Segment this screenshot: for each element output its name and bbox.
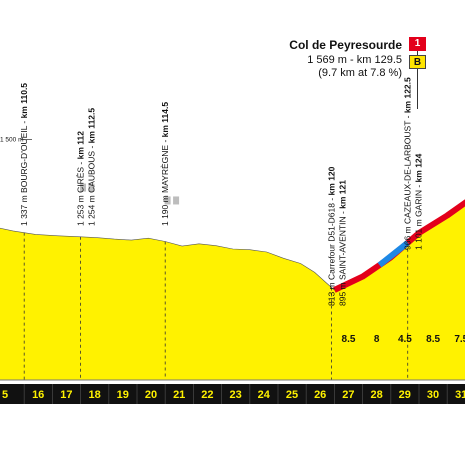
waypoint-name: 1 254 m CAUBOUS - — [87, 143, 97, 226]
waypoint-name: 813 m Carrefour D51-D618 - — [327, 195, 337, 306]
waypoint-label-4: 966 m CAZEAUX-DE-LARBOUST - km 122.5 — [403, 77, 413, 250]
waypoint-name: 966 m CAZEAUX-DE-LARBOUST - — [403, 113, 413, 250]
x-tick-label: 25 — [286, 389, 298, 401]
climb-detail: (9.7 km at 7.8 %) — [318, 67, 402, 79]
x-tick-label: 20 — [145, 389, 157, 401]
waypoint-name: 895 m SAINT-AVENTIN - — [338, 209, 348, 306]
profile-area — [0, 202, 465, 381]
waypoint-label-4-b: 1 101 m GARIN - km 124 — [414, 153, 424, 250]
gradient-label: 7.5 — [454, 334, 465, 345]
category-badge: 1 — [409, 37, 426, 51]
x-tick-label: 18 — [88, 389, 100, 401]
village-block-0 — [80, 183, 87, 192]
waypoint-km: km 114.5 — [160, 102, 170, 138]
gradient-label: 8.5 — [426, 334, 440, 345]
x-tick-label: 30 — [427, 389, 439, 401]
climb-name: Col de Peyresourde — [289, 38, 402, 52]
x-tick-label: 23 — [229, 389, 241, 401]
waypoint-label-2: 1 190 m MAYRÈGNE - km 114.5 — [160, 102, 170, 226]
waypoint-km: km 112.5 — [87, 108, 97, 144]
gradient-label: 8 — [374, 334, 380, 345]
waypoint-label-3: 813 m Carrefour D51-D618 - km 120 — [327, 166, 337, 306]
bonus-flag: B — [409, 55, 426, 69]
village-block-2 — [164, 196, 171, 205]
left-tick-label: 1 500 m — [0, 137, 24, 144]
x-tick-label: 27 — [342, 389, 354, 401]
waypoint-label-1: 1 253 m CIRÈS - km 112 — [76, 131, 86, 226]
climb-info: Col de Peyresourde 1 569 m - km 129.5 (9… — [268, 36, 438, 109]
x-tick-label: 24 — [258, 389, 271, 401]
waypoint-km: km 124 — [414, 153, 424, 182]
waypoint-km: km 112 — [76, 131, 86, 160]
flag-pole — [417, 37, 418, 109]
waypoint-name: 1 101 m GARIN - — [414, 182, 424, 250]
x-tick-label: 28 — [370, 389, 382, 401]
waypoint-km: km 121 — [338, 180, 348, 209]
x-tick-label: 31 — [455, 389, 465, 401]
waypoint-label-0: 1 337 m BOURG-D'OUEIL - km 110.5 — [19, 83, 29, 226]
km-axis-band — [0, 384, 465, 404]
village-block-3 — [173, 196, 180, 205]
waypoint-name: 1 253 m CIRÈS - — [76, 159, 86, 226]
waypoint-km: km 122.5 — [403, 77, 413, 113]
climb-summary: 1 569 m - km 129.5 — [307, 54, 402, 66]
waypoint-name: 1 337 m BOURG-D'OUEIL - — [19, 118, 29, 226]
x-tick-label: 26 — [314, 389, 326, 401]
waypoint-name: 1 190 m MAYRÈGNE - — [160, 137, 170, 226]
waypoint-label-3-b: 895 m SAINT-AVENTIN - km 121 — [338, 180, 348, 306]
x-tick-label: 29 — [399, 389, 411, 401]
x-tick-label: 19 — [117, 389, 129, 401]
x-tick-label: 21 — [173, 389, 185, 401]
flat-section-line — [377, 240, 410, 268]
village-block-1 — [88, 183, 95, 192]
gradient-label: 4.5 — [398, 334, 412, 345]
x-tick-label: 22 — [201, 389, 213, 401]
x-tick-label: 16 — [32, 389, 44, 401]
x-edge-label: 5 — [2, 389, 8, 401]
waypoint-label-1-b: 1 254 m CAUBOUS - km 112.5 — [87, 108, 97, 226]
x-tick-label: 17 — [60, 389, 72, 401]
waypoint-km: km 120 — [327, 166, 337, 195]
gradient-label: 8.5 — [342, 334, 356, 345]
waypoint-km: km 110.5 — [19, 83, 29, 119]
